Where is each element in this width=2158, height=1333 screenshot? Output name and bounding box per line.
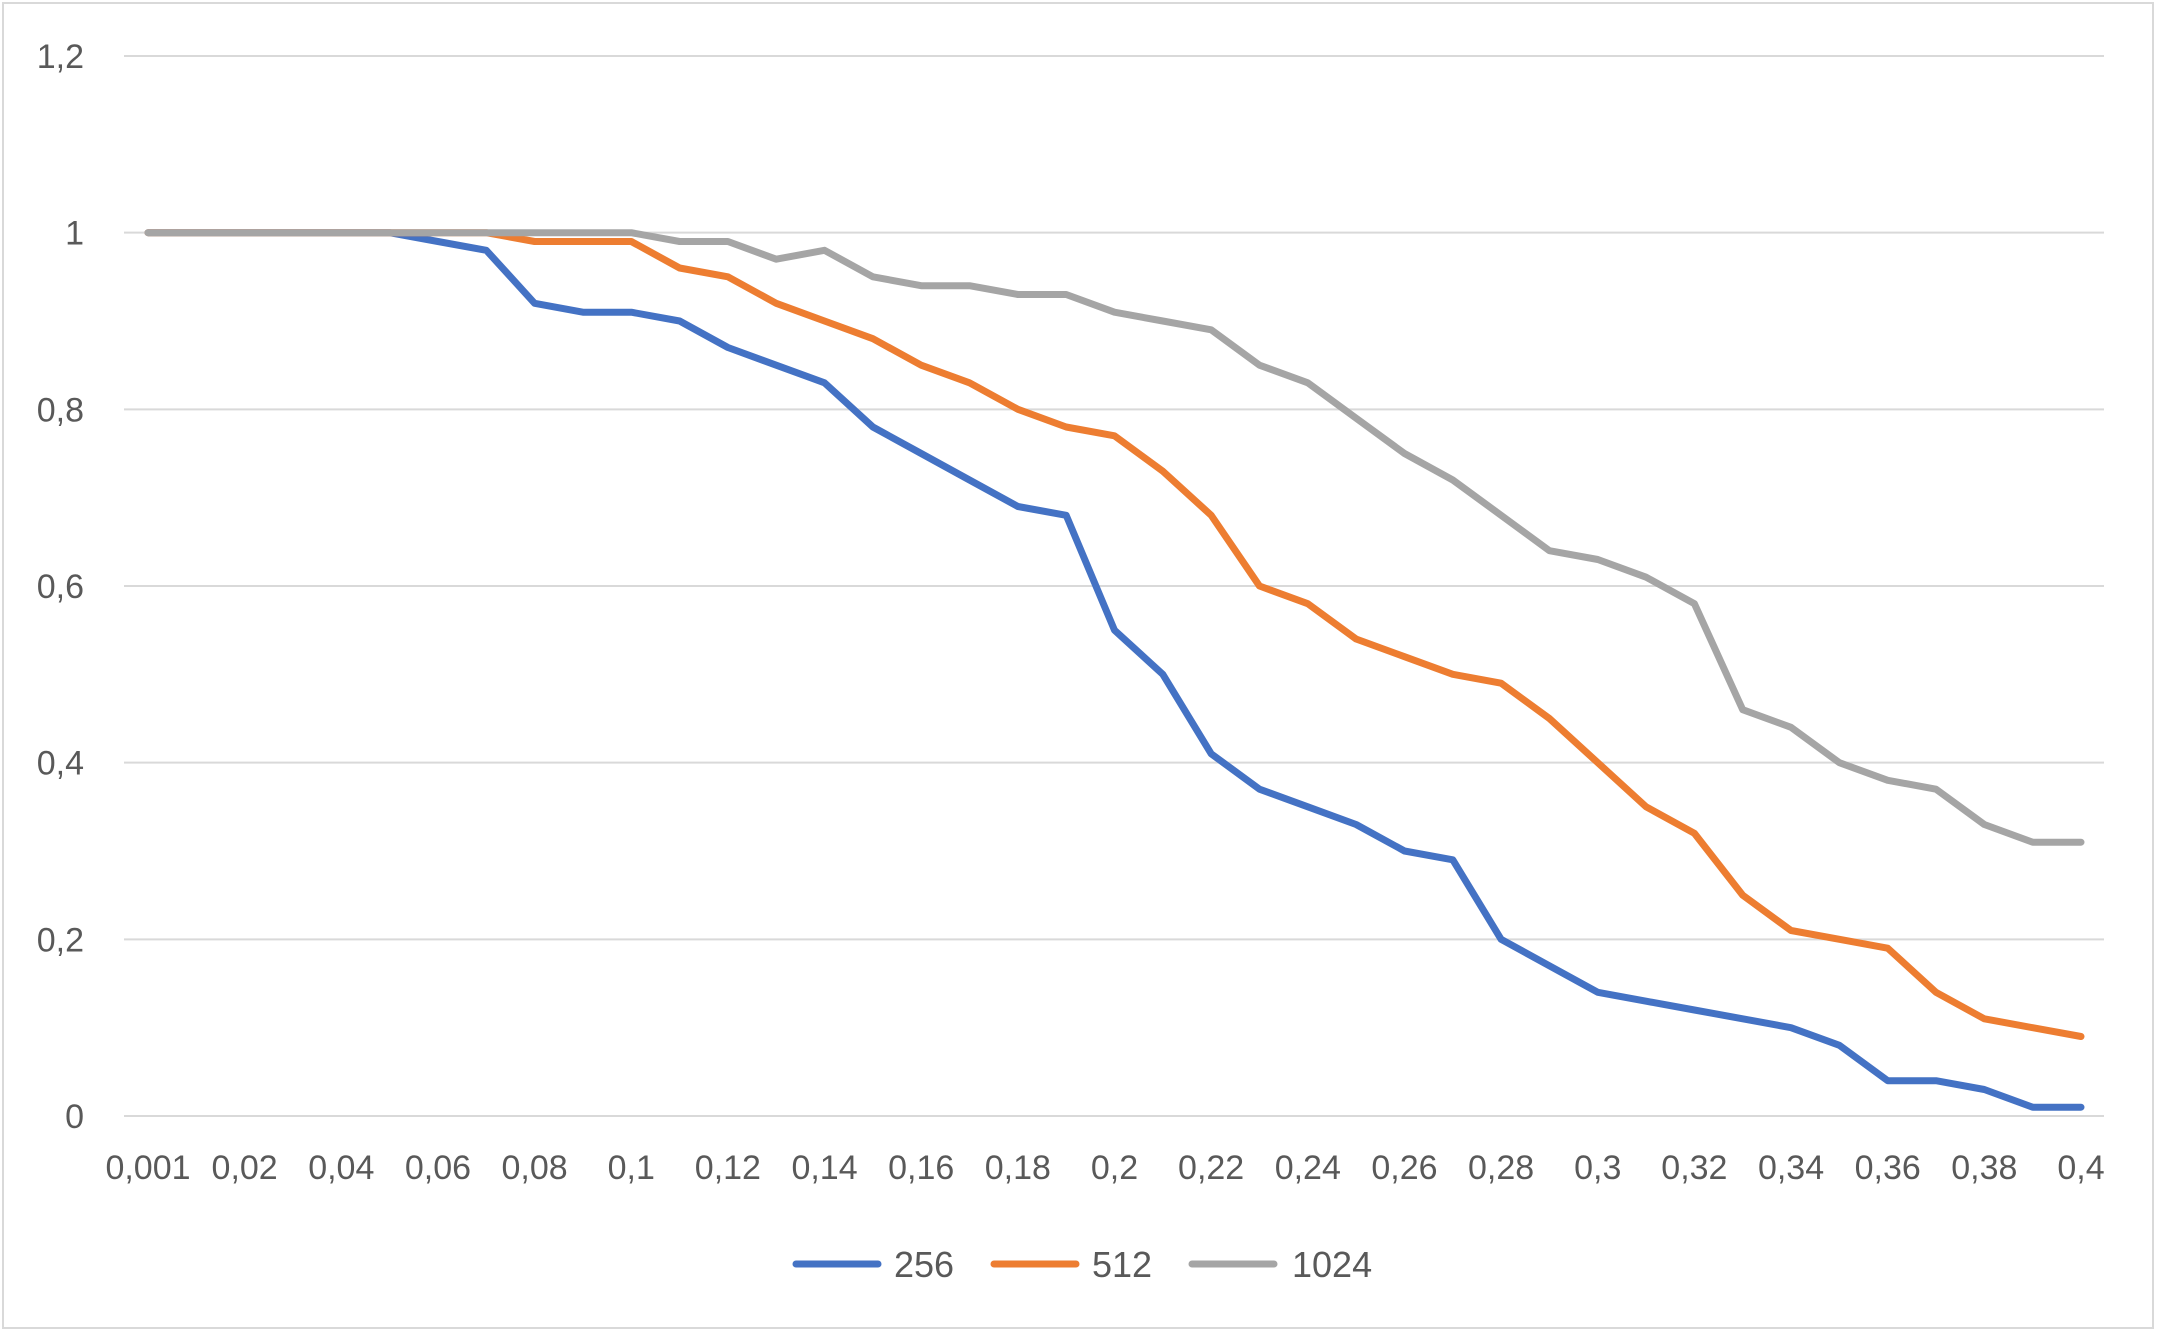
x-tick-label: 0,4 [2057, 1149, 2104, 1187]
x-tick-label: 0,36 [1855, 1149, 1921, 1187]
line-chart: 00,20,40,60,811,2 0,001 0,02 0,04 0,06 0,08 0… [37, 38, 2105, 1285]
series-line-256 [144, 229, 2085, 1111]
x-tick-label: 0,04 [308, 1149, 374, 1187]
x-axis-tick-labels: 0,001 0,02 0,04 0,06 0,08 0,1 0,12 0,14 0,16 0,18… [105, 1149, 2104, 1187]
x-tick-label: 0,3 [1574, 1149, 1621, 1187]
x-tick-label: 0,32 [1661, 1149, 1727, 1187]
x-tick-label: 0,18 [985, 1149, 1051, 1187]
x-tick-label: 0,2 [1091, 1149, 1138, 1187]
x-tick-label: 0,24 [1275, 1149, 1341, 1187]
x-tick-label: 0,12 [695, 1149, 761, 1187]
series-lines [144, 229, 2085, 1111]
y-tick-label: 0,8 [37, 391, 84, 429]
x-tick-label: 0,28 [1468, 1149, 1534, 1187]
x-tick-label: 0,38 [1951, 1149, 2017, 1187]
x-tick-label: 0,08 [502, 1149, 568, 1187]
x-tick-label: 0,26 [1371, 1149, 1437, 1187]
series-line-1024 [144, 229, 2085, 846]
legend-label: 512 [1092, 1244, 1152, 1285]
y-tick-label: 0,6 [37, 568, 84, 606]
x-tick-label: 0,14 [791, 1149, 857, 1187]
x-tick-label: 0,02 [212, 1149, 278, 1187]
y-tick-label: 0 [65, 1098, 84, 1136]
y-axis-tick-labels: 0 0,2 0,4 0,6 0,8 1 1,2 [37, 38, 84, 1136]
y-tick-label: 0,2 [37, 921, 84, 959]
x-tick-label: 0,06 [405, 1149, 471, 1187]
legend-label: 1024 [1292, 1244, 1372, 1285]
x-tick-label: 0,22 [1178, 1149, 1244, 1187]
x-tick-label: 0,1 [608, 1149, 655, 1187]
legend: 256 512 1024 [792, 1244, 1372, 1285]
x-tick-label: 0,34 [1758, 1149, 1824, 1187]
legend-label: 256 [894, 1244, 954, 1285]
gridlines [124, 55, 2104, 1117]
y-tick-label: 1,2 [37, 38, 84, 76]
x-tick-label: 0,001 [105, 1149, 190, 1187]
x-tick-label: 0,16 [888, 1149, 954, 1187]
y-tick-label: 1 [65, 215, 84, 253]
y-tick-label: 0,4 [37, 745, 84, 783]
